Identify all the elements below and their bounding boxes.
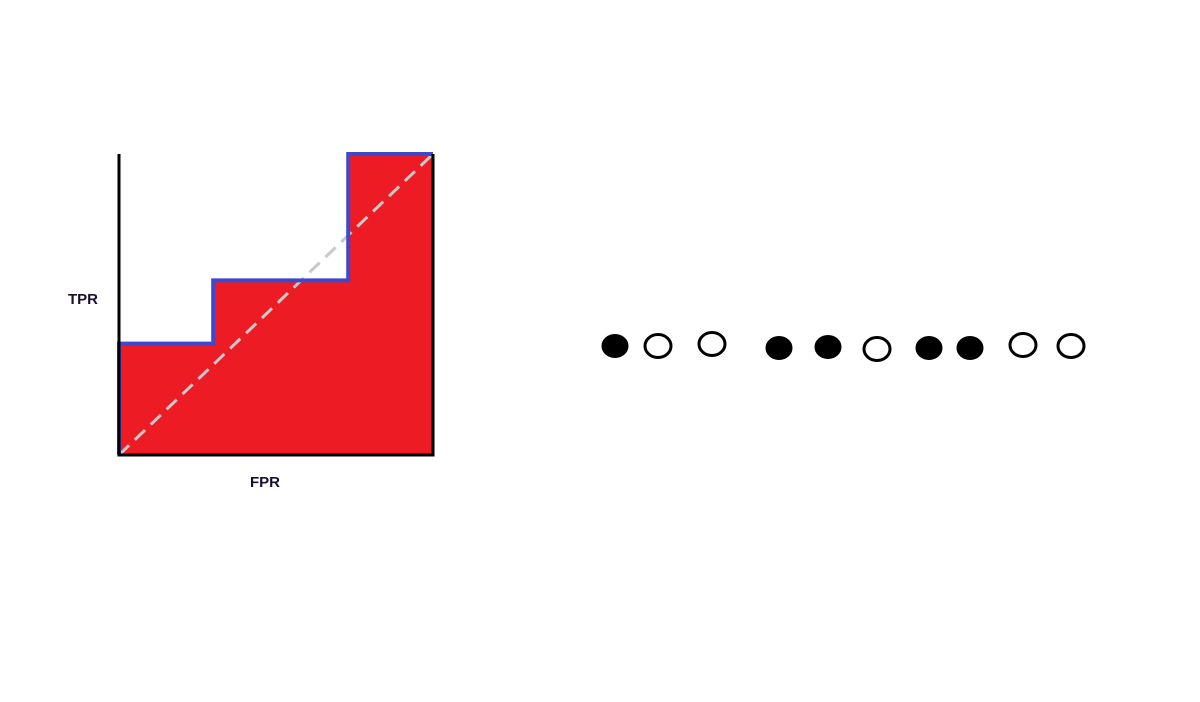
hollow-dot	[645, 335, 671, 358]
filled-dot	[766, 337, 792, 360]
hollow-dot	[699, 333, 725, 356]
roc-chart: TPR FPR	[68, 154, 435, 491]
sample-dots-row	[602, 333, 1084, 361]
hollow-dot	[1010, 334, 1036, 357]
x-axis-label: FPR	[250, 474, 280, 491]
filled-dot	[602, 335, 628, 358]
filled-dot	[815, 336, 841, 359]
hollow-dot	[1058, 335, 1084, 358]
filled-dot	[957, 337, 983, 360]
y-axis-label: TPR	[68, 291, 98, 308]
hollow-dot	[864, 338, 890, 361]
filled-dot	[916, 337, 942, 360]
